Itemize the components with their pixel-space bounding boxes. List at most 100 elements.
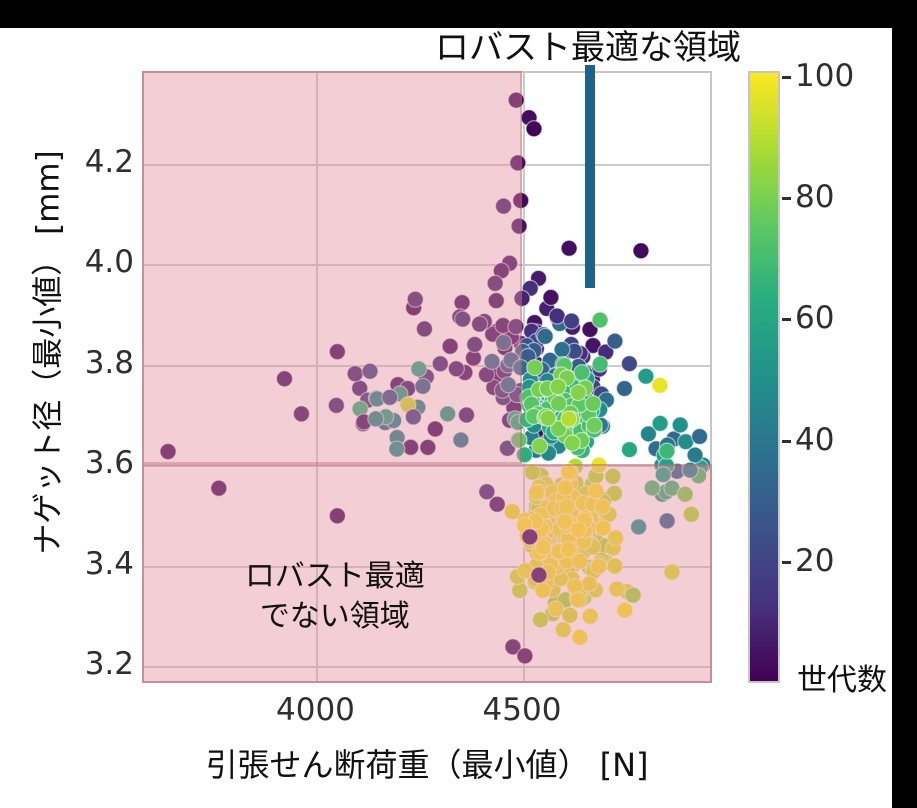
scatter-point <box>624 586 642 604</box>
scatter-point <box>604 467 622 485</box>
scatter-point <box>406 290 424 308</box>
scatter-point <box>441 337 459 355</box>
scatter-point <box>494 197 513 215</box>
scatter-point <box>415 320 434 338</box>
scatter-point <box>584 395 602 413</box>
scatter-point <box>447 360 465 378</box>
y-tick-label: 3.2 <box>84 645 134 682</box>
scatter-point <box>591 355 609 373</box>
scatter-point <box>361 362 379 380</box>
plot-title: ロバスト最適な領域 <box>435 28 741 68</box>
y-tick-label: 4.0 <box>84 244 134 281</box>
scatter-point <box>523 463 541 481</box>
scatter-layer <box>159 91 710 665</box>
scatter-point <box>643 479 661 497</box>
scatter-point <box>615 379 634 398</box>
scatter-point <box>388 440 406 458</box>
scatter-point <box>676 485 694 503</box>
gridline-x <box>316 73 319 681</box>
x-axis-label: 引張せん断荷重（最小値） [N] <box>205 746 649 784</box>
scatter-point <box>590 557 608 576</box>
scatter-point <box>503 503 521 521</box>
scatter-point <box>509 154 527 172</box>
scatter-point <box>159 442 177 461</box>
scatter-point <box>559 541 578 559</box>
scatter-point <box>275 370 294 388</box>
scatter-point <box>561 606 579 624</box>
scatter-point <box>487 292 505 310</box>
scatter-point <box>556 512 574 531</box>
colorbar-tick-mark <box>782 76 791 80</box>
scatter-point <box>454 310 472 328</box>
scatter-point <box>569 383 587 402</box>
scatter-point <box>534 538 552 556</box>
colorbar-label: 世代数 <box>797 663 887 698</box>
scatter-point <box>499 376 517 394</box>
colorbar <box>748 71 780 683</box>
gridline-y <box>144 665 710 668</box>
non-robust-region <box>142 464 712 683</box>
scatter-point <box>539 409 557 427</box>
scatter-point <box>663 563 681 581</box>
x-tick-label: 4500 <box>482 692 562 728</box>
scatter-point <box>571 628 589 646</box>
scatter-point <box>681 461 699 479</box>
scatter-point <box>381 388 399 406</box>
scatter-point <box>606 332 624 350</box>
y-tick-label: 3.6 <box>84 445 134 482</box>
colorbar-tick-mark <box>782 439 791 443</box>
robust-region-pointer-line <box>585 64 596 288</box>
scatter-point <box>410 360 428 378</box>
scatter-point <box>593 498 612 516</box>
scatter-point <box>562 312 581 330</box>
scatter-point <box>594 519 612 537</box>
scatter-point <box>494 333 513 352</box>
scatter-point <box>550 394 568 413</box>
colorbar-tick-mark <box>782 318 791 322</box>
scatter-point <box>560 239 578 257</box>
scatter-point <box>328 343 346 361</box>
scatter-point <box>439 405 457 423</box>
scatter-point <box>686 446 704 464</box>
y-tick-label: 4.2 <box>84 143 134 180</box>
letterbox-bar-right <box>892 0 917 808</box>
scatter-point <box>404 408 422 426</box>
scatter-point <box>651 414 669 433</box>
scatter-point <box>504 638 522 656</box>
scatter-point <box>682 505 700 523</box>
non-robust-region <box>142 71 522 465</box>
colorbar-tick-label: 80 <box>795 179 835 216</box>
not-robust-region-annotation: ロバスト最適 でない領域 <box>210 557 460 637</box>
colorbar-tick-mark <box>782 560 791 564</box>
colorbar-tick-label: 100 <box>795 58 855 95</box>
colorbar-tick-label: 20 <box>795 542 835 579</box>
scatter-point <box>632 242 650 260</box>
scatter-point <box>478 483 496 501</box>
scatter-point <box>210 479 228 497</box>
scatter-point <box>457 406 476 424</box>
scatter-point <box>530 566 548 584</box>
colorbar-tick-mark <box>782 197 791 201</box>
scatter-point <box>507 91 525 109</box>
scatter-point <box>691 427 709 446</box>
scatter-point <box>292 405 311 423</box>
scatter-point <box>620 355 638 373</box>
scatter-point <box>658 442 676 460</box>
scatter-point <box>590 456 608 474</box>
scatter-point <box>466 335 484 354</box>
scatter-point <box>654 466 672 484</box>
scatter-point <box>563 434 581 452</box>
scatter-point <box>531 437 549 455</box>
scatter-point <box>419 438 437 456</box>
scatter-point <box>486 274 504 292</box>
scatter-point <box>569 521 588 539</box>
scatter-point <box>651 376 669 394</box>
y-tick-label: 3.4 <box>84 545 134 582</box>
scatter-point <box>507 318 525 336</box>
scatter-point <box>630 518 648 536</box>
scatter-point <box>556 479 574 497</box>
scatter-point <box>515 446 534 464</box>
scatter-point <box>560 410 578 428</box>
letterbox-bar-top <box>0 0 917 28</box>
scatter-point <box>431 355 449 373</box>
